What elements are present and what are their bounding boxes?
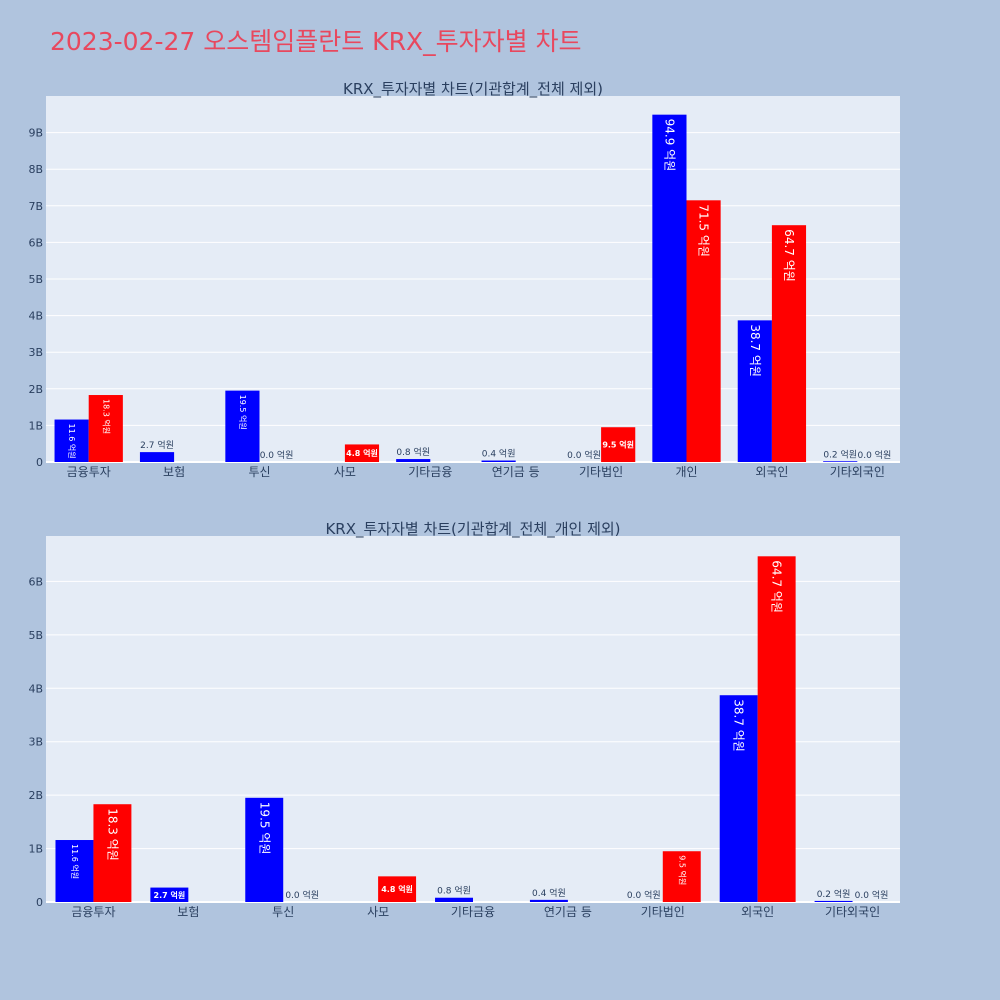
page-title: 2023-02-27 오스템임플란트 KRX_투자자별 차트 [50,27,582,56]
data-label: 64.7 억원 [782,229,796,282]
data-label: 38.7 억원 [748,324,762,377]
bar [225,390,260,462]
x-tick-label: 연기금 등 [492,465,540,479]
data-label: 0.0 억원 [855,889,889,901]
data-label: 0.8 억원 [396,446,430,458]
data-label: 0.2 억원 [817,888,851,900]
bar [719,695,758,902]
x-tick-label: 금융투자 [71,905,115,919]
data-label: 0.0 억원 [285,889,319,901]
x-tick-label: 기타외국인 [830,465,885,479]
y-tick-label: 1B [28,843,43,856]
x-tick-label: 연기금 등 [544,905,592,919]
y-tick-label: 6B [28,575,43,588]
bar [245,797,284,902]
x-tick-label: 외국인 [741,905,774,919]
data-label: 38.7 억원 [732,699,746,752]
x-tick-label: 기타법인 [579,465,623,479]
y-tick-label: 7B [28,200,43,213]
x-tick-label: 기타외국인 [825,905,880,919]
bar [814,900,853,902]
y-tick-label: 0 [36,896,43,909]
chart-1: KRX_투자자별 차트(기관합계_전체 제외) 0 1B 2B 3B 4B 5B 6B 7B 8B… [28,80,900,479]
bar [481,460,516,462]
chart-2: KRX_투자자별 차트(기관합계_전체_개인 제외) 0 1B 2B 3B 4B 5B 6B 금… [28,520,900,919]
y-tick-label: 0 [36,456,43,469]
bar [737,320,772,462]
bar [662,851,701,902]
y-tick-label: 8B [28,163,43,176]
data-label: 0.0 억원 [627,889,661,901]
bar [54,419,89,462]
bar [686,200,721,462]
data-label: 4.8 억원 [381,884,413,894]
y-tick-label: 5B [28,629,43,642]
bar [378,876,417,902]
y-tick-label: 5B [28,273,43,286]
data-label: 0.0 억원 [567,449,601,461]
data-label: 0.8 억원 [437,885,471,897]
data-label: 19.5 억원 [257,802,271,855]
x-tick-label: 개인 [675,465,697,479]
data-label: 2.7 억원 [154,890,186,900]
bar [652,114,687,462]
y-tick-label: 2B [28,383,43,396]
y-tick-label: 2B [28,789,43,802]
data-label: 18.3 억원 [105,808,119,861]
data-label: 0.0 억원 [260,449,294,461]
bar [529,899,568,902]
x-tick-label: 사모 [334,465,356,479]
bar [771,225,807,462]
bar [435,897,473,902]
x-tick-label: 기타금융 [408,465,452,479]
y-tick-label: 9B [28,127,43,140]
x-tick-label: 보험 [177,905,199,919]
x-tick-label: 투신 [248,465,270,479]
bar [150,887,189,902]
data-label: 0.4 억원 [482,448,516,460]
x-tick-label: 외국인 [755,465,788,479]
data-label: 64.7 억원 [770,560,784,613]
x-tick-label: 기타법인 [641,905,685,919]
chart-title-1: KRX_투자자별 차트(기관합계_전체_개인 제외) [325,520,620,539]
data-label: 2.7 억원 [140,439,174,451]
data-label: 18.3 억원 [101,399,111,434]
bar [823,461,858,462]
x-tick-label: 기타금융 [451,905,495,919]
bar [344,444,380,462]
bar [93,804,132,902]
x-tick-label: 투신 [272,905,294,919]
y-tick-label: 6B [28,236,43,249]
y-tick-label: 1B [28,419,43,432]
bar [139,452,175,462]
data-label: 0.4 억원 [532,887,566,899]
x-tick-label: 사모 [367,905,389,919]
data-label: 94.9 억원 [662,119,676,172]
y-tick-label: 4B [28,682,43,695]
bar [757,556,796,902]
data-label: 9.5 억원 [602,440,634,450]
data-label: 71.5 억원 [697,204,711,257]
bar [55,840,94,902]
data-label: 11.6 억원 [67,424,77,459]
bar [88,395,123,462]
data-label: 4.8 억원 [346,448,378,458]
chart-title-0: KRX_투자자별 차트(기관합계_전체 제외) [343,80,603,99]
bar [396,459,431,462]
x-tick-label: 보험 [163,465,185,479]
bar [601,427,636,462]
y-tick-label: 3B [28,736,43,749]
x-tick-label: 금융투자 [67,465,111,479]
y-tick-label: 4B [28,310,43,323]
y-tick-label: 3B [28,346,43,359]
data-label: 11.6 억원 [70,844,80,879]
data-label: 19.5 억원 [238,395,248,430]
data-label: 0.0 억원 [858,449,892,461]
data-label: 9.5 억원 [677,855,687,885]
data-label: 0.2 억원 [823,448,857,460]
